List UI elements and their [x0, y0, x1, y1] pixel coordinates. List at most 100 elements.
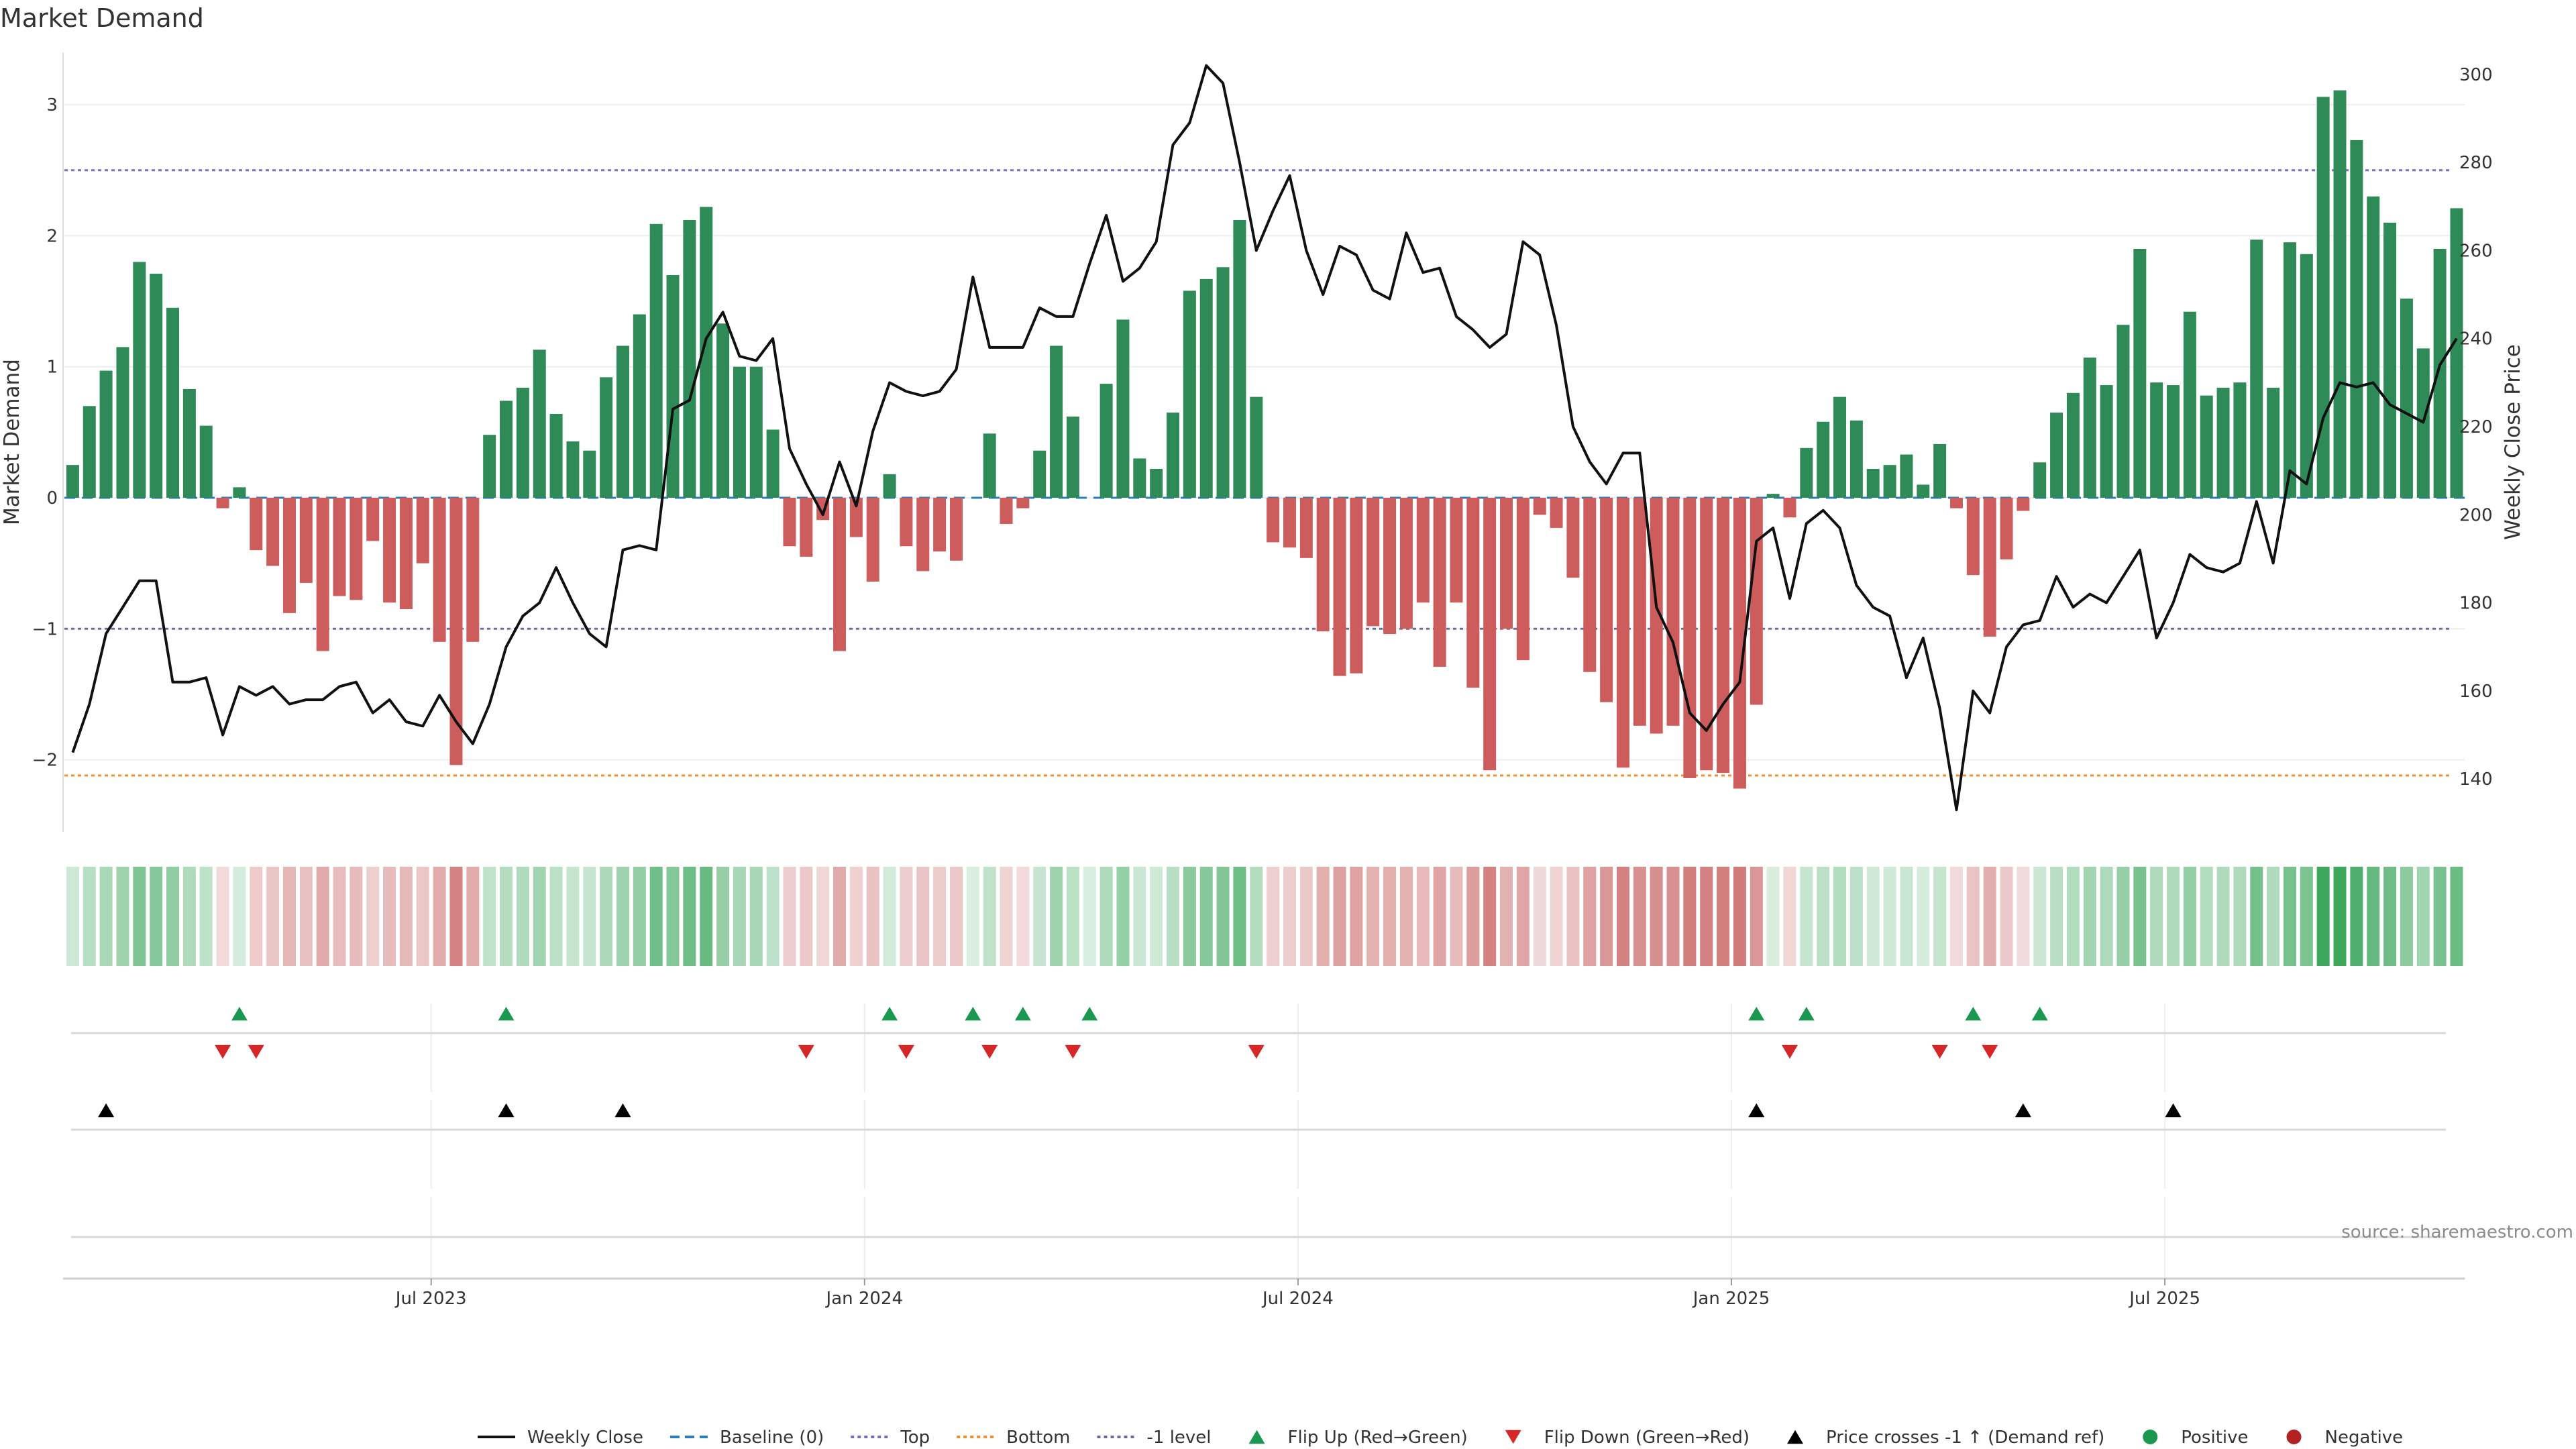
flip-down-marker-3 [898, 1044, 914, 1059]
strip-cell-114 [1966, 867, 1980, 966]
strip-cell-135 [2316, 867, 2330, 966]
demand-bar-72 [1267, 498, 1280, 543]
strip-cell-83 [1450, 867, 1463, 966]
strip-cell-24 [466, 867, 480, 966]
demand-bar-132 [2267, 387, 2280, 498]
strip-cell-62 [1099, 867, 1113, 966]
legend-swatch-9 [2286, 1430, 2302, 1444]
demand-bar-116 [2000, 498, 2013, 559]
flip-down-marker-7 [1781, 1044, 1798, 1059]
strip-cell-36 [666, 867, 680, 966]
strip-cell-113 [1949, 867, 1963, 966]
demand-bar-27 [516, 387, 529, 498]
demand-bar-23 [449, 498, 463, 765]
strip-cell-105 [1817, 867, 1830, 966]
strip-cell-40 [733, 867, 746, 966]
strip-cell-74 [1299, 867, 1313, 966]
demand-bar-6 [166, 307, 180, 498]
strip-cell-66 [1167, 867, 1180, 966]
demand-bar-87 [1516, 498, 1529, 661]
demand-bar-109 [1883, 465, 1896, 498]
demand-bar-127 [2183, 311, 2196, 498]
demand-bar-97 [1683, 498, 1697, 778]
demand-bar-10 [233, 487, 246, 498]
strip-cell-77 [1350, 867, 1363, 966]
legend-label-4: -1 level [1147, 1428, 1212, 1448]
legend-label-6: Flip Down (Green→Red) [1544, 1428, 1750, 1448]
demand-bar-55 [983, 433, 996, 498]
left-tick-label-4: 2 [46, 226, 58, 246]
strip-cell-71 [1250, 867, 1263, 966]
strip-cell-17 [350, 867, 363, 966]
strip-cell-121 [2083, 867, 2096, 966]
demand-bar-96 [1666, 498, 1680, 726]
strip-cell-13 [282, 867, 296, 966]
strip-cell-109 [1883, 867, 1896, 966]
strip-cell-92 [1600, 867, 1613, 966]
demand-bar-91 [1583, 498, 1597, 672]
demand-bar-21 [416, 498, 429, 564]
strip-cell-22 [433, 867, 446, 966]
x-tick-label-0: Jul 2023 [394, 1289, 467, 1309]
strip-cell-5 [150, 867, 163, 966]
left-tick-label-2: 0 [46, 488, 58, 508]
demand-bar-106 [1833, 396, 1847, 498]
demand-bar-80 [1399, 498, 1413, 629]
main-panel: −2 −1 0 1 2 3 140 160 180 200 220 240 260 280 300 Mar… [0, 52, 2525, 832]
strip-cell-137 [2350, 867, 2363, 966]
flip-down-marker-5 [1065, 1044, 1081, 1059]
flip-up-marker-9 [2031, 1006, 2048, 1021]
demand-bar-71 [1250, 396, 1263, 498]
strip-cell-34 [633, 867, 646, 966]
strip-cell-124 [2133, 867, 2147, 966]
demand-bar-7 [182, 388, 196, 498]
left-axis-ticks: −2 −1 0 1 2 3 [32, 95, 58, 770]
demand-bar-70 [1233, 219, 1246, 498]
demand-bar-86 [1500, 498, 1513, 629]
demand-bar-133 [2283, 242, 2296, 498]
demand-bar-111 [1917, 484, 1930, 498]
flip-up-marker-0 [231, 1006, 248, 1021]
demand-bar-68 [1199, 278, 1213, 498]
demand-bar-125 [2150, 382, 2163, 498]
demand-bar-81 [1416, 498, 1430, 603]
price-cross-marker-2 [614, 1103, 631, 1118]
price-cross-marker-0 [98, 1103, 115, 1118]
strip-cell-18 [366, 867, 380, 966]
strip-cell-30 [566, 867, 580, 966]
left-axis-title: Market Demand [0, 359, 24, 525]
strip-cell-12 [266, 867, 280, 966]
strip-cell-107 [1849, 867, 1863, 966]
strip-cell-8 [199, 867, 213, 966]
demand-bar-56 [1000, 498, 1013, 525]
strip-cell-123 [2116, 867, 2130, 966]
demand-bar-34 [633, 314, 646, 498]
strip-cell-76 [1333, 867, 1346, 966]
strip-cell-72 [1267, 867, 1280, 966]
strip-cell-69 [1216, 867, 1230, 966]
demand-bar-37 [683, 219, 696, 498]
strip-cell-3 [116, 867, 129, 966]
source-label: source: sharemaestro.com [2341, 1222, 2573, 1242]
demand-bar-30 [566, 441, 580, 498]
demand-bar-46 [833, 498, 847, 651]
strip-cell-97 [1683, 867, 1697, 966]
strip-cell-68 [1199, 867, 1213, 966]
legend-label-5: Flip Up (Red→Green) [1288, 1428, 1468, 1448]
strip-cell-70 [1233, 867, 1246, 966]
flip-up-marker-3 [965, 1006, 981, 1021]
demand-bar-108 [1866, 469, 1880, 498]
demand-bar-25 [483, 435, 496, 498]
strip-cell-63 [1116, 867, 1130, 966]
flip-down-marker-0 [215, 1044, 231, 1059]
demand-bar-62 [1099, 384, 1113, 498]
close-price-line-group [71, 64, 2458, 812]
strip-cell-119 [2050, 867, 2063, 966]
strip-cell-11 [250, 867, 263, 966]
strip-cell-53 [949, 867, 963, 966]
demand-bar-3 [116, 347, 129, 498]
strip-cell-101 [1750, 867, 1763, 966]
strip-cell-0 [66, 867, 79, 966]
demand-bar-82 [1433, 498, 1446, 667]
demand-bar-51 [916, 498, 930, 572]
